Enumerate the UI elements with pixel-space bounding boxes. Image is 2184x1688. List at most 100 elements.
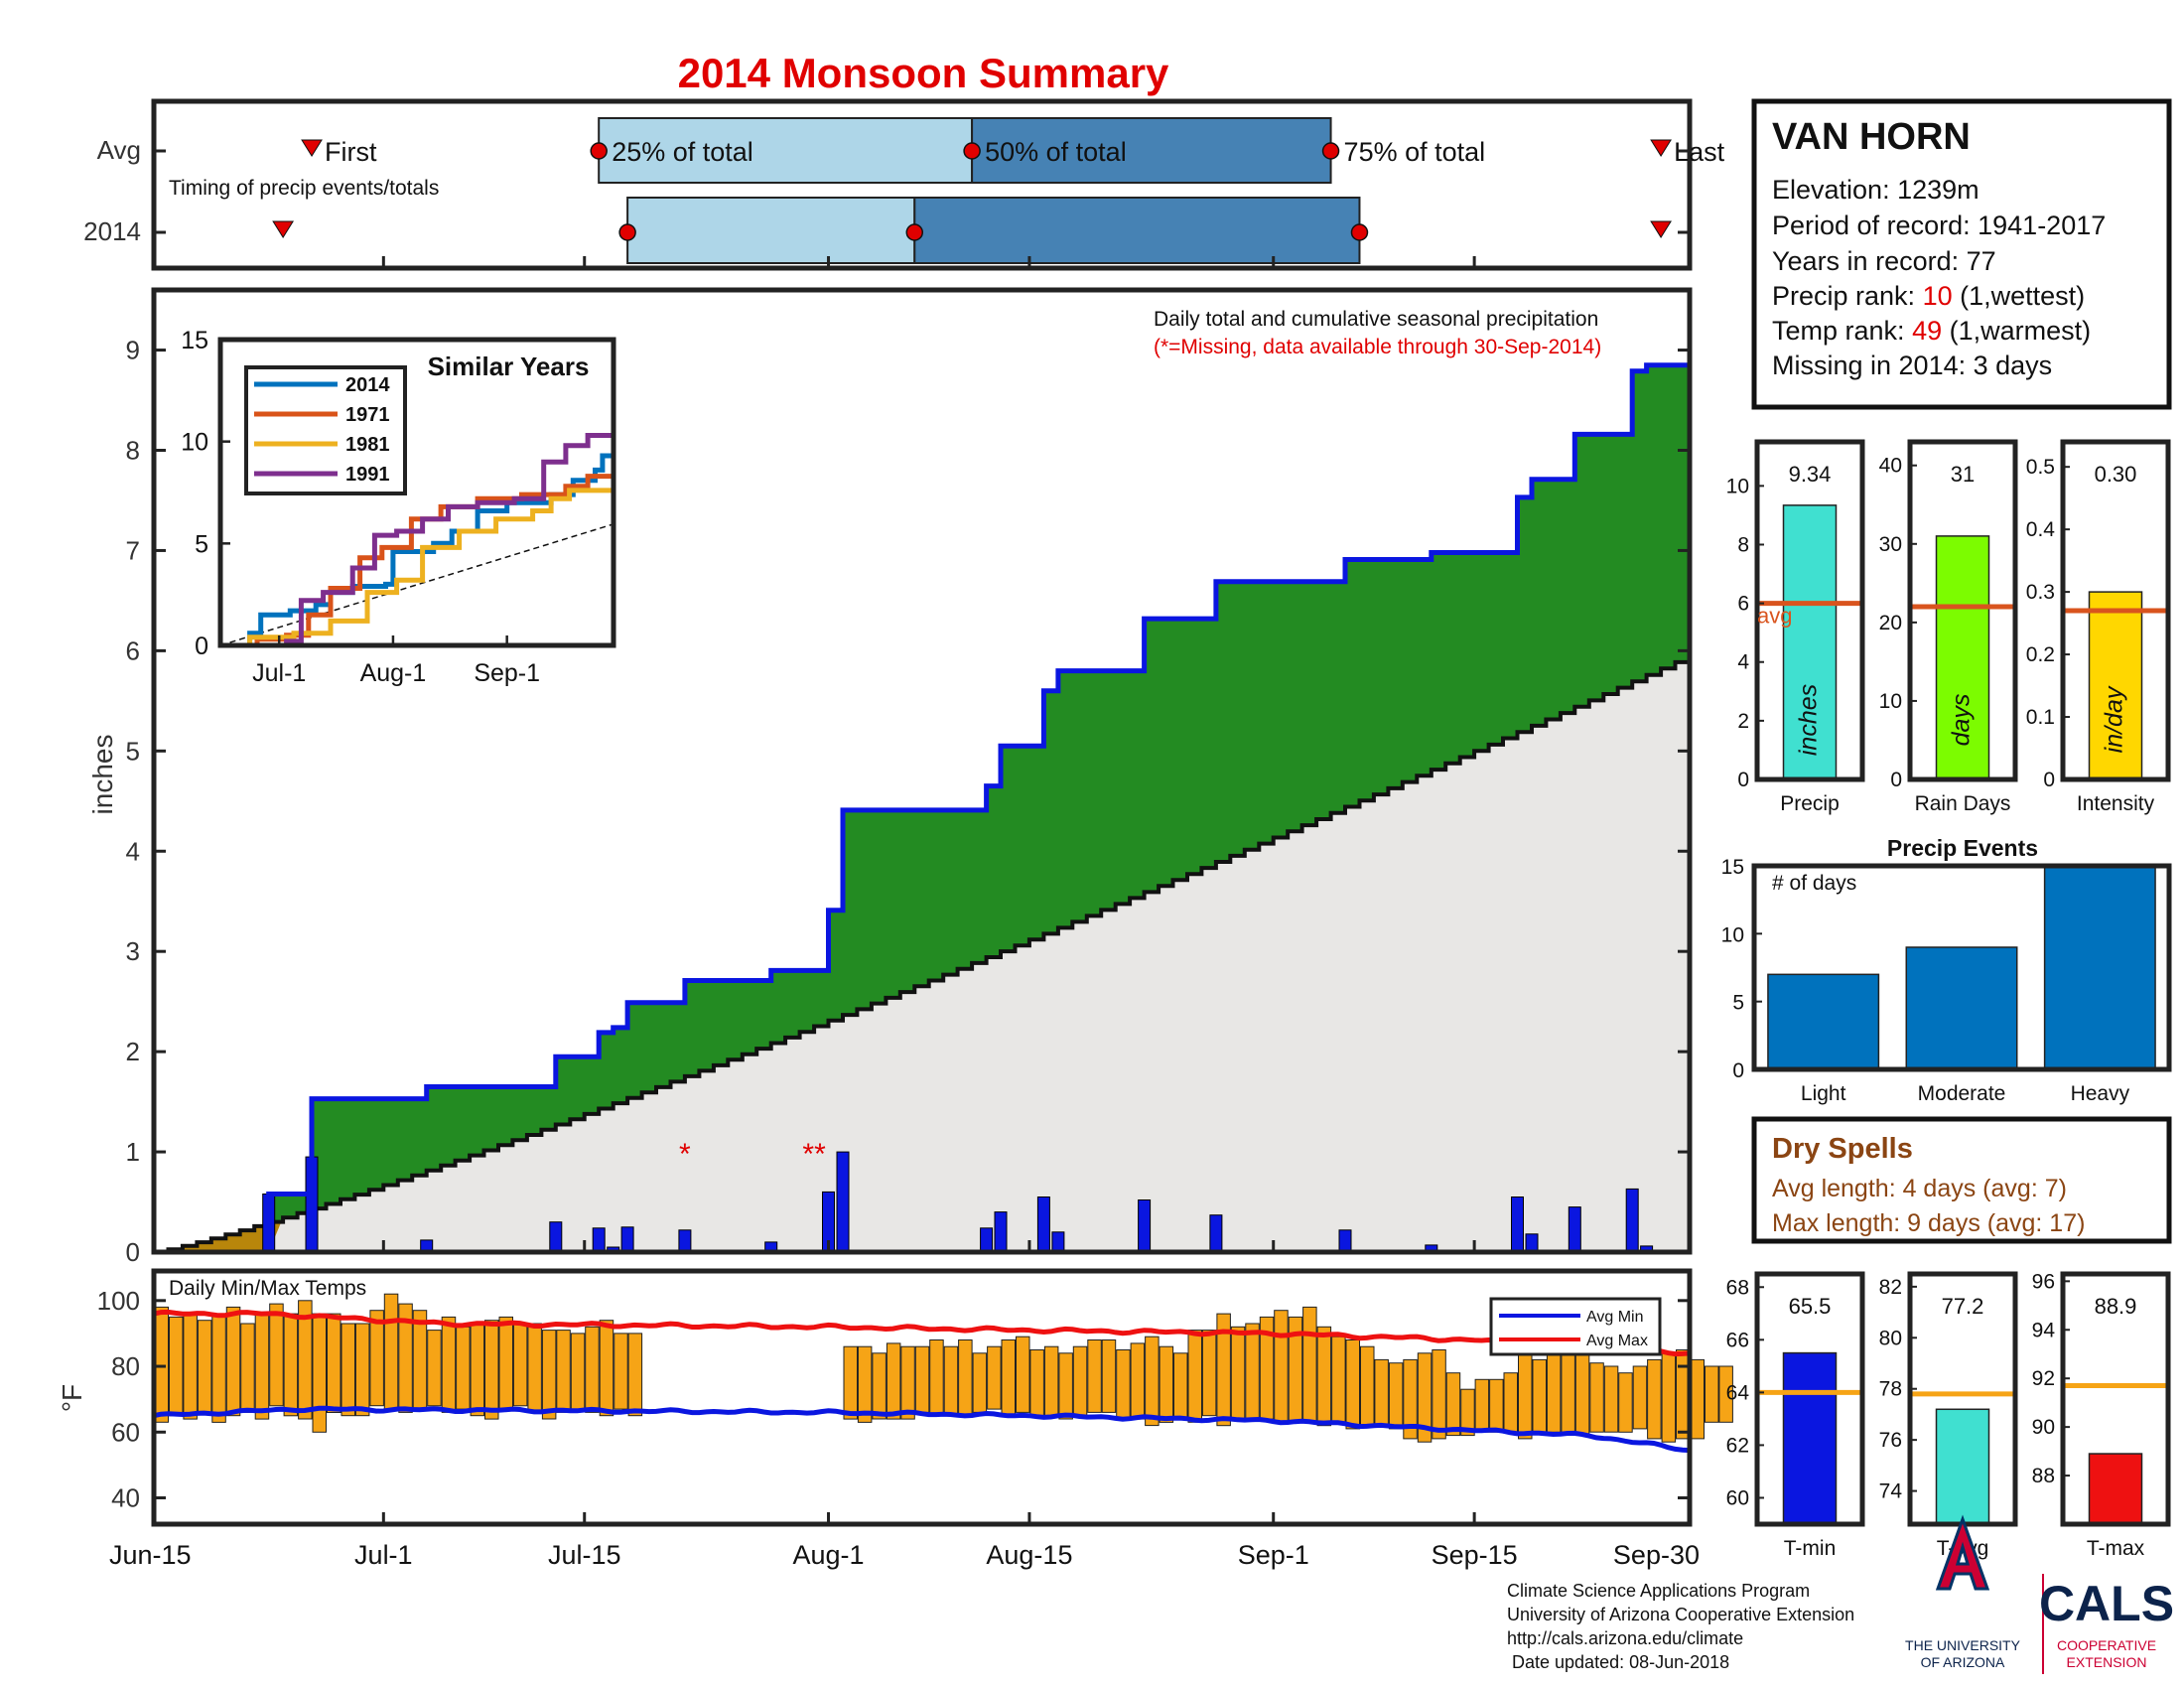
tavg-stat-y-tick-label: 74 (1879, 1480, 1903, 1503)
daily-temp-bar (327, 1313, 341, 1413)
daily-temp-bar (1403, 1358, 1418, 1440)
daily-temp-bar (1705, 1365, 1719, 1423)
raindays-stat-y-tick-label: 20 (1879, 612, 1902, 634)
daily-temp-bar (1632, 1365, 1648, 1430)
intensity-stat-frame (2060, 439, 2171, 782)
events-y-tick-label: 5 (1732, 992, 1744, 1015)
daily-temp-bar (240, 1323, 255, 1413)
raindays-stat-y-tick-label: 40 (1879, 455, 1902, 478)
avg-cumulative-line (154, 655, 1692, 1254)
timing-caption: Timing of precip events/totals (169, 177, 439, 200)
daily-temp-bar (1489, 1378, 1504, 1433)
timing-percent-marker (1350, 223, 1369, 241)
inset-legend: 2014 1971 1981 1991 (254, 374, 390, 486)
tmax-stat-y-tick-label: 88 (2032, 1465, 2055, 1487)
daily-temp-bar (1145, 1336, 1160, 1427)
temp-y-tick-label: 40 (111, 1483, 140, 1513)
events-y-tick-label: 10 (1721, 923, 1744, 946)
events-axes: Light Moderate Heavy 0 5 10 15 (1721, 856, 2130, 1105)
precip-stat-value: 9.34 (1789, 462, 1832, 487)
timing-box-25-50 (598, 117, 974, 184)
temp-y-tick-label: 80 (111, 1351, 140, 1381)
daily-temp-bar (958, 1339, 973, 1417)
daily-temp-bar (614, 1333, 628, 1410)
temp-chart-axes: 40 60 80 100 Jun-15 Jul-1 Jul-15 Aug-1 Aug-15 Sep… (97, 1286, 1700, 1570)
main-chart-frame (151, 287, 1693, 1255)
precip-stat-y-tick-label: 10 (1726, 475, 1749, 497)
precip-stat-frame (1754, 439, 1865, 782)
daily-precip-bar (678, 1229, 692, 1253)
tmin-stat-bar (1782, 1351, 1838, 1525)
inset-y-tick-label: 0 (195, 633, 208, 660)
daily-temp-bar (1159, 1345, 1174, 1423)
daily-temp-bar (929, 1339, 944, 1417)
daily-temp-bar (283, 1313, 299, 1417)
raindays-stat-y-tick-label: 30 (1879, 533, 1902, 556)
daily-temp-bar (1331, 1336, 1346, 1423)
daily-precip-bar (549, 1221, 563, 1253)
station-precip-rank: Precip rank: 10 (1,wettest) (1772, 281, 2085, 311)
daily-temp-bar (1603, 1365, 1619, 1433)
x-tick-label: Sep-1 (1238, 1540, 1309, 1570)
daily-temp-bar (1230, 1326, 1246, 1420)
timing-row-2014-label: 2014 (83, 216, 141, 246)
precip-stat-label: Precip (1780, 792, 1840, 815)
daily-temp-bar (886, 1342, 901, 1420)
footer-line-3: http://cals.arizona.edu/climate (1507, 1628, 1743, 1648)
tavg-stat-y-tick-label: 76 (1879, 1429, 1902, 1452)
precip-stat-y-tick-label: 4 (1737, 651, 1749, 674)
daily-temp-bar (1116, 1349, 1131, 1420)
daily-temp-bar (1518, 1352, 1533, 1440)
missing-data-marker: ** (802, 1138, 826, 1171)
main-chart-axes: 0 1 2 3 4 5 6 7 8 9 (126, 336, 1692, 1267)
daily-temp-bar (1561, 1349, 1575, 1433)
daily-temp-bar (1432, 1349, 1446, 1440)
tmin-stat-frame (1754, 1271, 1865, 1527)
daily-temp-bar (484, 1320, 499, 1420)
x-tick-label: Jul-15 (548, 1540, 621, 1570)
main-y-tick-label: 0 (126, 1237, 140, 1267)
main-y-tick-label: 4 (126, 836, 140, 866)
daily-temp-bar (1316, 1326, 1332, 1427)
station-period: Period of record: 1941-2017 (1772, 211, 2106, 240)
main-y-tick-label: 7 (126, 535, 140, 565)
avg-min-line (153, 1405, 1691, 1454)
daily-temp-bar (341, 1323, 355, 1417)
x-tick-label: Sep-30 (1613, 1540, 1700, 1570)
inset-y-tick-label: 5 (195, 530, 208, 558)
daily-temp-bar (1043, 1345, 1059, 1417)
tmin-stat-y-tick-label: 66 (1726, 1329, 1749, 1351)
daily-temp-bar (354, 1323, 370, 1417)
daily-temp-bar (943, 1345, 959, 1417)
timing-box-25-50 (626, 197, 916, 264)
daily-temp-bar (1029, 1349, 1044, 1417)
inset-x-tick-label: Jul-1 (252, 659, 306, 687)
daily-temp-bar (254, 1313, 270, 1420)
daily-precip-bar (994, 1211, 1008, 1253)
tmin-stat-value: 65.5 (1789, 1294, 1832, 1319)
ua-logo-line-2: OF ARIZONA (1921, 1654, 2005, 1670)
daily-temp-bar (1101, 1339, 1117, 1413)
daily-temp-bar (1130, 1342, 1146, 1420)
temp-ylabel: °F (57, 1384, 87, 1412)
daily-temp-bar (398, 1303, 413, 1413)
main-y-tick-label: 9 (126, 336, 140, 365)
timing-75-label: 75% of total (1344, 137, 1486, 167)
dry-spells-max-length: Max length: 9 days (avg: 17) (1772, 1209, 2085, 1237)
daily-precip-bar (980, 1227, 994, 1253)
tmin-stat-y-tick-label: 64 (1726, 1381, 1750, 1404)
inset-legend-label: 1991 (345, 464, 390, 486)
timing-percent-marker (1321, 142, 1340, 160)
daily-precip-bar (592, 1227, 606, 1253)
precip-stat-unit: inches (1795, 684, 1823, 756)
daily-temp-bar (1016, 1336, 1030, 1413)
temp-y-tick-label: 60 (111, 1417, 140, 1447)
temp-chart: 40 60 80 100 Jun-15 Jul-1 Jul-15 Aug-1 Aug-15 Sep… (57, 1268, 1733, 1570)
daily-temp-bar (369, 1310, 384, 1407)
intensity-stat-y-tick-label: 0 (2043, 769, 2055, 791)
events-bar (1905, 946, 2018, 1070)
temp-legend-max-label: Avg Max (1586, 1333, 1648, 1349)
timing-25-label: 25% of total (612, 137, 753, 167)
intensity-stat-unit: in/day (2101, 685, 2128, 753)
